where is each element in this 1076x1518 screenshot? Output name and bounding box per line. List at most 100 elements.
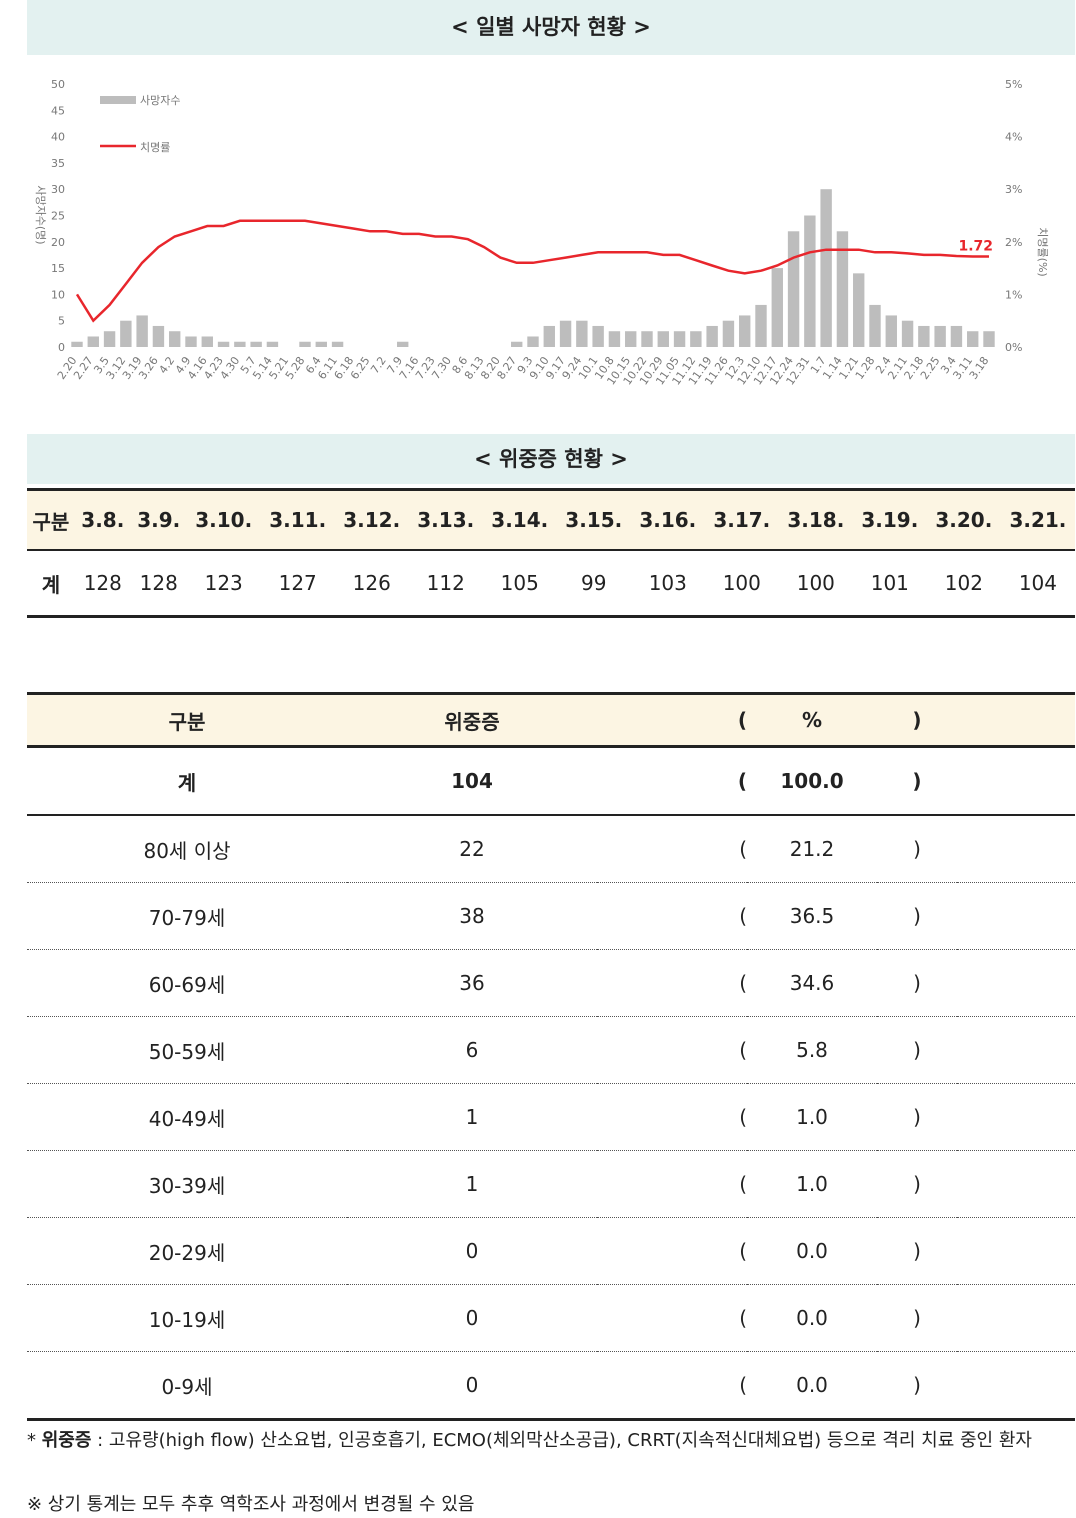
age-group-label: 80세 이상 <box>27 815 347 883</box>
death-bar <box>885 315 897 347</box>
death-bar <box>201 336 213 347</box>
spacer-cell <box>957 1150 1075 1218</box>
death-bar <box>836 231 849 347</box>
y-left-tick-label: 10 <box>51 288 65 301</box>
percent-value: 34.6 <box>747 949 877 1017</box>
age-group-label: 10-19세 <box>27 1284 347 1352</box>
y-left-tick-label: 15 <box>51 262 65 275</box>
age-table-row: 20-29세 0 ( 0.0 ) <box>27 1217 1075 1285</box>
open-paren: ( <box>597 1351 747 1421</box>
death-bar <box>315 341 327 347</box>
death-bar <box>950 325 963 347</box>
y-left-axis-title: 사망자수(명) <box>34 185 47 244</box>
y-left-tick-label: 25 <box>51 210 65 223</box>
spacer-cell <box>957 746 1075 816</box>
date-header: 3.17. <box>704 488 779 551</box>
spacer-cell <box>957 1351 1075 1421</box>
value-cell: 100 <box>778 550 853 618</box>
date-header: 3.8. <box>74 488 131 551</box>
close-paren: ) <box>877 949 957 1017</box>
open-paren: ( <box>597 1083 747 1151</box>
age-group-label: 60-69세 <box>27 949 347 1017</box>
date-header: 3.15. <box>556 488 631 551</box>
date-header: 3.10. <box>186 488 261 551</box>
close-paren: ) <box>877 1217 957 1285</box>
close-paren: ) <box>877 746 957 816</box>
y-left-tick-label: 0 <box>58 341 65 354</box>
death-bar <box>641 331 653 347</box>
percent-value: 0.0 <box>747 1217 877 1285</box>
death-bar <box>136 315 148 347</box>
legend-fatality-label: 치명률 <box>140 141 170 154</box>
severe-count: 36 <box>347 949 597 1017</box>
age-table-row: 80세 이상 22 ( 21.2 ) <box>27 815 1075 883</box>
death-bar <box>234 341 246 347</box>
age-table-header-row: 구분 위중증 ( % ) <box>27 692 1075 748</box>
open-paren: ( <box>597 1016 747 1084</box>
death-bar <box>527 336 539 347</box>
y-left-tick-label: 5 <box>58 315 65 328</box>
category-header: 구분 <box>27 692 347 748</box>
percent-value: 5.8 <box>747 1016 877 1084</box>
spacer-cell <box>957 815 1075 883</box>
y-left-tick-label: 45 <box>51 104 65 117</box>
value-cell: 128 <box>130 550 187 618</box>
open-paren: ( <box>597 949 747 1017</box>
age-table-total-row: 계 104 ( 100.0 ) <box>27 746 1075 816</box>
severe-count: 22 <box>347 815 597 883</box>
death-bar <box>543 325 555 347</box>
death-bar <box>152 325 165 347</box>
death-bar <box>120 320 132 347</box>
value-cell: 123 <box>186 550 261 618</box>
y-right-axis-title: 치명률(%) <box>1036 227 1049 276</box>
death-bar <box>71 341 83 347</box>
severe-count: 6 <box>347 1016 597 1084</box>
row-label: 계 <box>27 550 75 618</box>
age-table-row: 30-39세 1 ( 1.0 ) <box>27 1150 1075 1218</box>
age-table-row: 70-79세 38 ( 36.5 ) <box>27 882 1075 950</box>
death-bar <box>901 320 914 347</box>
date-header: 3.9. <box>130 488 187 551</box>
death-bar <box>934 325 946 347</box>
value-cell: 104 <box>1000 550 1075 618</box>
date-header: 3.11. <box>260 488 335 551</box>
death-bar <box>103 331 116 347</box>
death-bar <box>185 336 197 347</box>
value-cell: 127 <box>260 550 335 618</box>
date-header: 3.16. <box>630 488 705 551</box>
percent-header: % <box>747 692 877 748</box>
severe-count: 0 <box>347 1351 597 1421</box>
x-tick-label: 3.18 <box>967 354 992 382</box>
value-cell: 128 <box>74 550 131 618</box>
value-cell: 101 <box>852 550 927 618</box>
death-bar <box>657 331 669 347</box>
spacer-cell <box>957 692 1075 748</box>
chart-section-title: < 일별 사망자 현황 > <box>27 0 1075 55</box>
y-left-tick-label: 30 <box>51 183 65 196</box>
open-paren: ( <box>597 1150 747 1218</box>
date-header: 3.12. <box>334 488 409 551</box>
value-cell: 102 <box>926 550 1001 618</box>
percent-value: 0.0 <box>747 1351 877 1421</box>
note-asterisk: * <box>27 1430 36 1451</box>
date-header: 3.18. <box>778 488 853 551</box>
death-bar <box>592 325 604 347</box>
age-group-label: 20-29세 <box>27 1217 347 1285</box>
close-paren: ) <box>877 1083 957 1151</box>
percent-value: 100.0 <box>747 746 877 816</box>
death-bar <box>771 268 783 347</box>
spacer-cell <box>957 949 1075 1017</box>
date-header: 3.20. <box>926 488 1001 551</box>
close-paren: ) <box>877 1016 957 1084</box>
age-group-label: 0-9세 <box>27 1351 347 1421</box>
age-table-row: 40-49세 1 ( 1.0 ) <box>27 1083 1075 1151</box>
death-bar <box>608 331 621 347</box>
daily-deaths-chart: 0 5 10 15 20 25 30 35 40 45 50 0% 1% 2% 3% 4% 5% 사망자수(명) 치… <box>34 78 1049 388</box>
death-bar <box>169 331 181 347</box>
spacer-cell <box>957 1083 1075 1151</box>
date-header: 3.13. <box>408 488 483 551</box>
death-bar <box>299 341 311 347</box>
death-bar <box>869 304 881 347</box>
percent-value: 0.0 <box>747 1284 877 1352</box>
age-table-row: 60-69세 36 ( 34.6 ) <box>27 949 1075 1017</box>
